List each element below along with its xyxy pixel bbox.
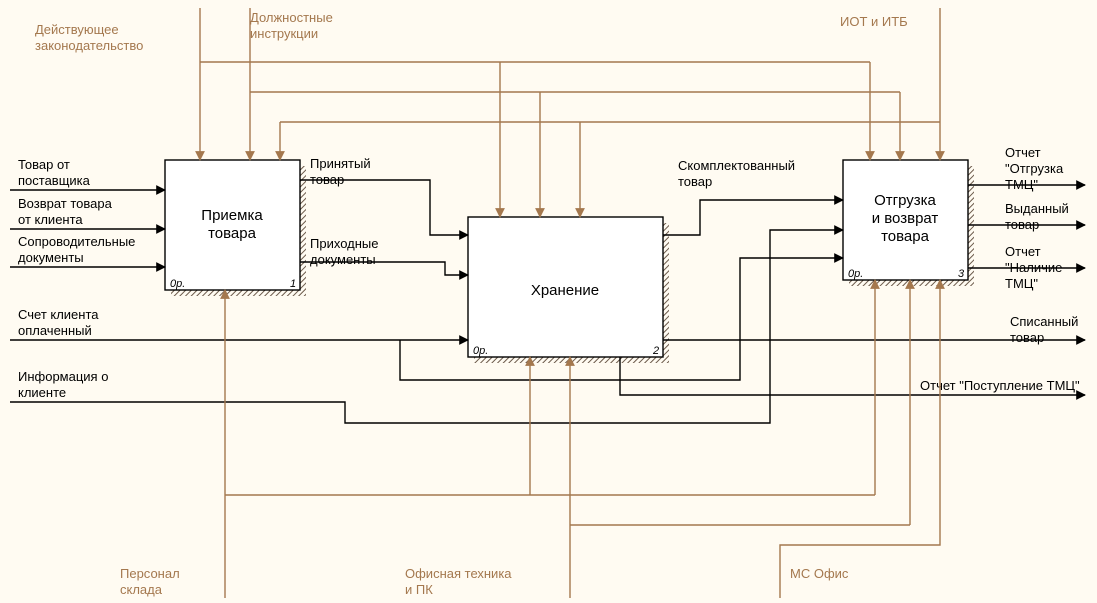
box1-label1: Приемка bbox=[201, 207, 263, 224]
box2-label1: Хранение bbox=[531, 282, 599, 299]
box2-corner-right: 2 bbox=[652, 345, 659, 357]
svg-text:законодательство: законодательство bbox=[35, 38, 143, 53]
svg-text:"Наличие: "Наличие bbox=[1005, 260, 1062, 275]
box3-corner-left: 0р. bbox=[848, 268, 863, 280]
mechanism-ms-office: МС Офис bbox=[780, 280, 940, 598]
svg-text:ТМЦ": ТМЦ" bbox=[1005, 177, 1038, 192]
box-priemka: Приемка товара 0р. 1 bbox=[165, 160, 306, 296]
input-return: Возврат товара от клиента bbox=[10, 196, 165, 229]
svg-text:Товар от: Товар от bbox=[18, 157, 70, 172]
box3-label1: Отгрузка bbox=[874, 192, 936, 209]
box2-corner-left: 0р. bbox=[473, 345, 488, 357]
idef0-diagram: Приемка товара 0р. 1 Хранение 0р. 2 Отгр… bbox=[0, 0, 1097, 603]
svg-text:Выданный: Выданный bbox=[1005, 201, 1069, 216]
svg-text:инструкции: инструкции bbox=[250, 26, 318, 41]
box-hranenie: Хранение 0р. 2 bbox=[468, 217, 669, 363]
input-supplier: Товар от поставщика bbox=[10, 157, 165, 190]
box1-label2: товара bbox=[208, 225, 257, 242]
box3-label3: товара bbox=[881, 228, 930, 245]
svg-text:МС Офис: МС Офис bbox=[790, 566, 849, 581]
svg-text:Возврат товара: Возврат товара bbox=[18, 196, 113, 211]
svg-text:склада: склада bbox=[120, 582, 163, 597]
output-issued-goods: Выданный товар bbox=[968, 201, 1085, 232]
svg-text:Отчет: Отчет bbox=[1005, 244, 1041, 259]
box1-corner-right: 1 bbox=[290, 278, 296, 290]
control-instructions: Должностные инструкции bbox=[250, 8, 900, 217]
input-paid-invoice: Счет клиента оплаченный bbox=[10, 258, 843, 380]
box-otgruzka: Отгрузка и возврат товара 0р. 3 bbox=[843, 160, 974, 286]
output-receipt-report: Отчет "Поступление ТМЦ" bbox=[620, 357, 1085, 395]
svg-text:товар: товар bbox=[678, 174, 712, 189]
output-ship-report: Отчет "Отгрузка ТМЦ" bbox=[968, 145, 1085, 192]
flow-incoming-docs: Приходные документы bbox=[300, 236, 468, 275]
box3-label2: и возврат bbox=[872, 210, 939, 227]
svg-text:и ПК: и ПК bbox=[405, 582, 433, 597]
svg-text:Отчет: Отчет bbox=[1005, 145, 1041, 160]
svg-text:Должностные: Должностные bbox=[250, 10, 333, 25]
svg-text:Персонал: Персонал bbox=[120, 566, 180, 581]
svg-text:клиенте: клиенте bbox=[18, 385, 66, 400]
box1-corner-left: 0р. bbox=[170, 278, 185, 290]
svg-text:Скомплектованный: Скомплектованный bbox=[678, 158, 795, 173]
output-written-off: Списанный товар bbox=[663, 314, 1085, 345]
svg-text:поставщика: поставщика bbox=[18, 173, 91, 188]
svg-text:Действующее: Действующее bbox=[35, 22, 119, 37]
svg-text:Принятый: Принятый bbox=[310, 156, 371, 171]
svg-text:Отчет "Поступление ТМЦ": Отчет "Поступление ТМЦ" bbox=[920, 378, 1080, 393]
svg-text:Приходные: Приходные bbox=[310, 236, 378, 251]
svg-text:"Отгрузка: "Отгрузка bbox=[1005, 161, 1064, 176]
output-stock-report: Отчет "Наличие ТМЦ" bbox=[968, 244, 1085, 291]
flow-picked-goods: Скомплектованный товар bbox=[663, 158, 843, 235]
svg-text:ИОТ и ИТБ: ИОТ и ИТБ bbox=[840, 14, 908, 29]
svg-text:товар: товар bbox=[310, 172, 344, 187]
svg-text:Счет клиента: Счет клиента bbox=[18, 307, 99, 322]
svg-text:товар: товар bbox=[1010, 330, 1044, 345]
svg-text:ТМЦ": ТМЦ" bbox=[1005, 276, 1038, 291]
svg-text:Информация о: Информация о bbox=[18, 369, 108, 384]
svg-text:Списанный: Списанный bbox=[1010, 314, 1078, 329]
svg-text:документы: документы bbox=[18, 250, 84, 265]
svg-text:Офисная техника: Офисная техника bbox=[405, 566, 512, 581]
flow-accepted-goods: Принятый товар bbox=[300, 156, 468, 235]
svg-text:оплаченный: оплаченный bbox=[18, 323, 92, 338]
control-law: Действующее законодательство bbox=[35, 8, 870, 217]
svg-text:от клиента: от клиента bbox=[18, 212, 83, 227]
input-client-info: Информация о клиенте bbox=[10, 230, 843, 423]
svg-text:документы: документы bbox=[310, 252, 376, 267]
input-docs: Сопроводительные документы bbox=[10, 234, 165, 267]
control-iot: ИОТ и ИТБ bbox=[280, 8, 940, 217]
box3-corner-right: 3 bbox=[958, 268, 965, 280]
svg-text:товар: товар bbox=[1005, 217, 1039, 232]
svg-text:Сопроводительные: Сопроводительные bbox=[18, 234, 135, 249]
